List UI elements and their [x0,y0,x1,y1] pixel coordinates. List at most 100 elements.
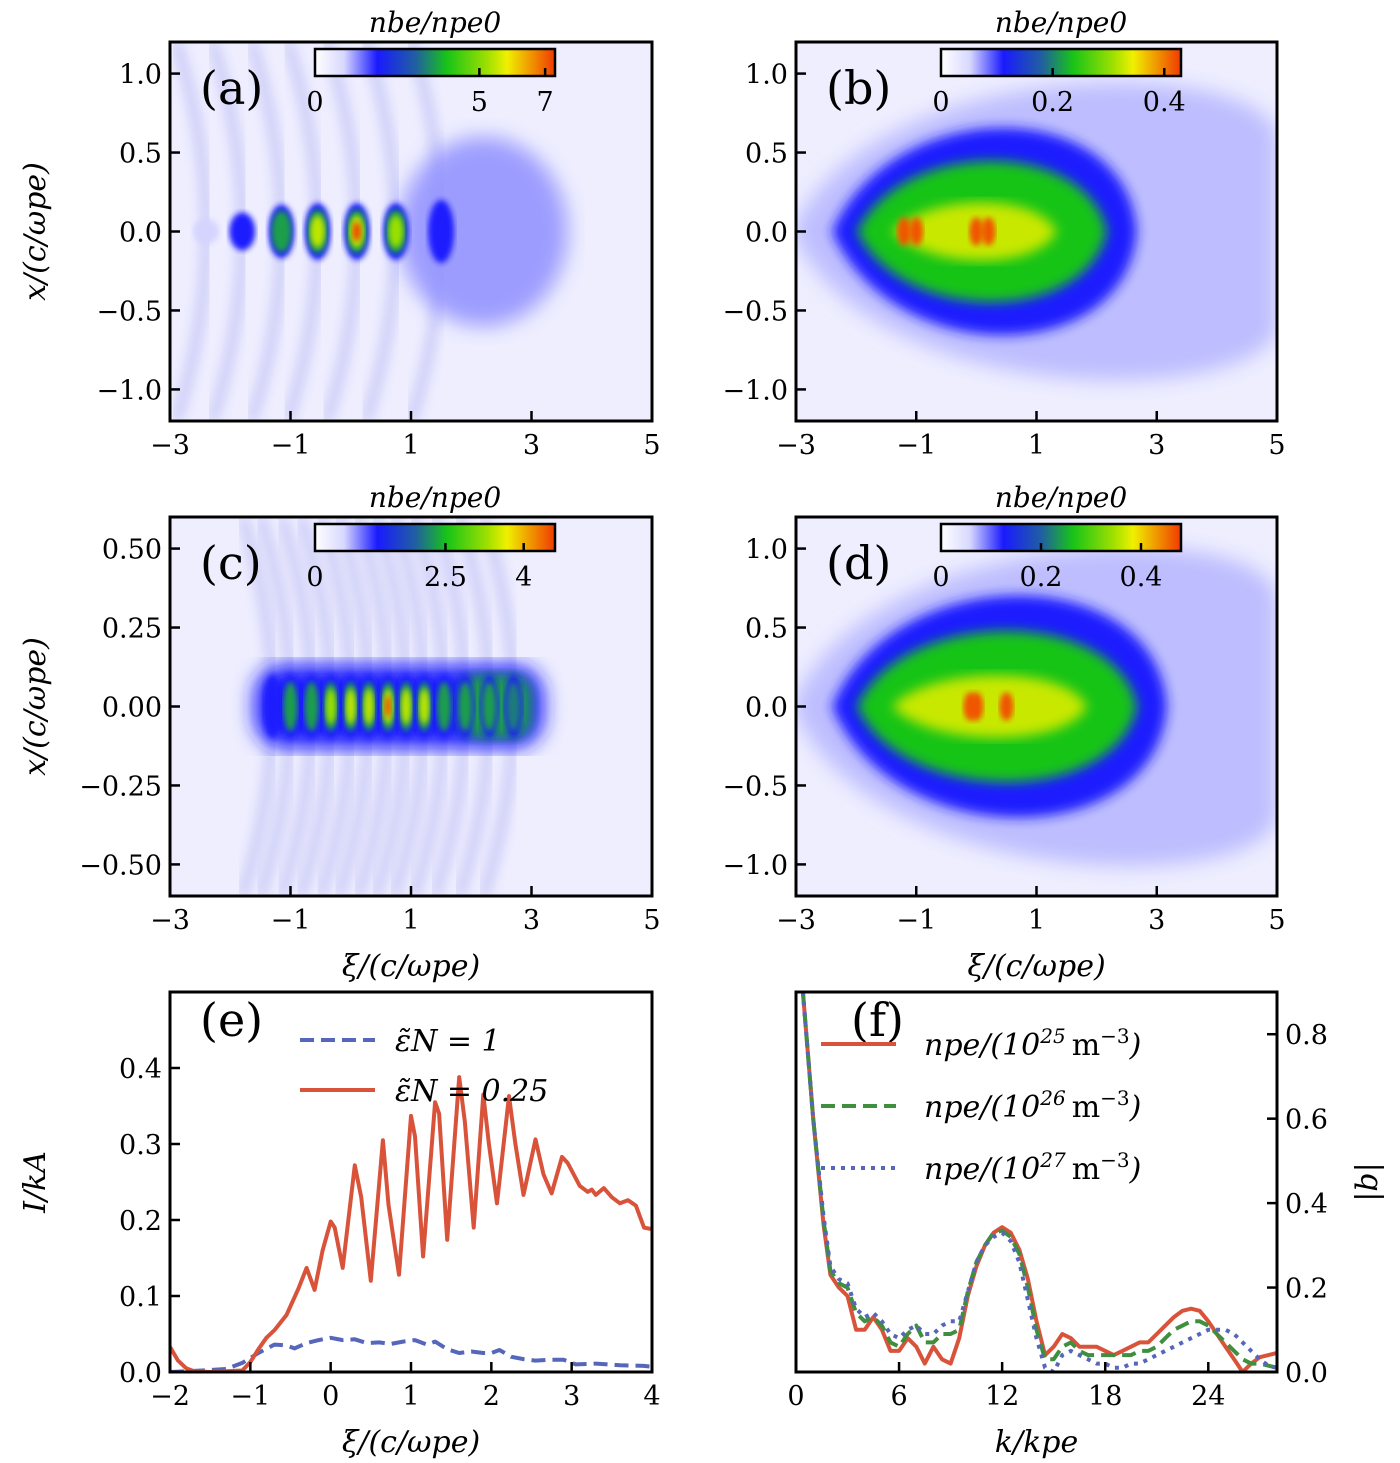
bunch-blob [437,681,452,732]
panel-label: (f) [851,993,904,1047]
x-tick-label: −3 [150,905,190,936]
x-tick-label: 6 [890,1381,907,1412]
hot-spot [981,217,996,246]
y-tick-label: −0.50 [79,850,162,881]
x-tick-label: 5 [643,430,660,461]
x-tick-label: −1 [230,1381,270,1412]
x-axis-label: ξ/(c/ωpe) [967,949,1105,984]
colorbar [313,522,557,553]
x-tick-label: −3 [776,430,816,461]
y-tick-label: 0.3 [119,1130,162,1161]
x-tick-label: 3 [523,430,540,461]
bunch-blob [304,681,319,732]
x-tick-label: 1 [1028,430,1045,461]
y-tick-label: −1.0 [96,375,162,406]
bunch-blob [428,199,455,264]
heatmap-image [170,517,652,896]
legend-label-1: ε̃N = 0.25 [395,1074,548,1109]
y-tick-label: 1.0 [119,60,162,91]
y-axis-label: x/(c/ωpe) [18,162,53,301]
x-tick-label: 5 [1268,905,1285,936]
x-tick-label: 1 [402,1381,419,1412]
bunch-blob [419,688,430,725]
colorbar-tick-label: 4 [515,562,532,593]
series-line-1 [170,1075,652,1372]
colorbar-tick-label: 0.2 [1020,562,1063,593]
colorbar-tick-label: 0 [306,87,323,118]
x-tick-label: 12 [985,1381,1019,1412]
y-tick-label: 1.0 [745,60,788,91]
x-tick-label: 0 [787,1381,804,1412]
colorbar-tick-label: 0.2 [1031,87,1074,118]
x-tick-label: −1 [271,430,311,461]
bunch-blob [283,681,298,732]
heatmap-image [796,42,1277,421]
hot-spot [969,692,984,721]
x-axis-label: k/kpe [995,1425,1078,1460]
beam-hot-core [892,675,1087,738]
x-tick-label: −1 [896,430,936,461]
bunch-blob [458,681,473,732]
heatmap-image [170,42,652,421]
bunch-blob [352,221,362,242]
y-axis-label: |b| [1350,1162,1385,1201]
bunch-blob [345,688,356,725]
panel-label: (e) [200,993,263,1047]
y-tick-label: 0.2 [119,1206,162,1237]
y-tick-label: 0.8 [1285,1020,1328,1051]
hot-spot [969,217,984,246]
x-tick-label: −1 [896,905,936,936]
x-tick-label: 1 [1028,905,1045,936]
y-tick-label: −1.0 [722,850,788,881]
y-tick-label: 0.2 [1285,1274,1328,1305]
legend-label-1: npe/(1026 m−3) [924,1086,1141,1125]
bunch-blob [325,688,336,725]
panel-label: (b) [826,61,891,115]
x-tick-label: 2 [483,1381,500,1412]
x-tick-label: 3 [1148,905,1165,936]
legend-label-0: ε̃N = 1 [395,1024,501,1059]
y-tick-label: 0.5 [745,139,788,170]
y-tick-label: −0.25 [79,771,162,802]
bunch-blob [310,215,325,248]
bunch-blob [385,695,392,718]
x-tick-label: 3 [1148,430,1165,461]
halo [398,136,568,327]
x-axis-label: ξ/(c/ωpe) [342,949,480,984]
hot-spot [999,692,1014,721]
bunch-blob [263,674,282,739]
y-tick-label: −1.0 [722,375,788,406]
x-tick-label: −3 [150,430,190,461]
y-tick-label: 0.00 [102,693,162,724]
panel-b: −3 −1 1 3 5 1.0 0.5 0.0 −0.5 −1.0 (b) 0 0.2 0.4 nbe/np… [722,6,1285,461]
y-tick-label: −0.5 [722,771,788,802]
panel-d: −3 −1 1 3 5 1.0 0.5 0.0 −0.5 −1.0 ξ/(c/ωpe) (d) 0 0.2… [722,481,1285,984]
x-tick-label: −1 [271,905,311,936]
bunch-blob [482,681,497,732]
bunch-blob [401,688,412,725]
panel-a: −3 −1 1 3 5 1.0 0.5 0.0 −0.5 −1.0 x/(c/ωpe) (a) 0 5 7 n… [18,6,661,461]
x-tick-label: −3 [776,905,816,936]
series-line-2 [800,992,1277,1372]
colorbar-tick-label: 5 [471,87,488,118]
x-tick-label: 5 [643,905,660,936]
y-tick-label: 0.5 [745,614,788,645]
bunch-blob [193,218,220,245]
y-tick-label: −0.5 [96,296,162,327]
panel-label: (c) [200,536,262,590]
colorbar-tick-label: 0.4 [1120,562,1163,593]
colorbar-tick-label: 7 [537,87,554,118]
bunch-blob [229,212,256,251]
x-tick-label: 1 [402,905,419,936]
x-tick-label: 18 [1088,1381,1122,1412]
y-tick-label: 0.4 [1285,1189,1328,1220]
colorbar-tick-label: 2.5 [424,562,467,593]
y-tick-label: 0.1 [119,1282,162,1313]
x-tick-label: 1 [402,430,419,461]
bunch-blob [271,210,292,253]
colorbar-title: nbe/npe0 [995,6,1127,39]
legend-label-0: npe/(1025 m−3) [924,1024,1141,1063]
panel-label: (a) [200,61,263,115]
y-tick-label: 0.0 [119,1358,162,1389]
